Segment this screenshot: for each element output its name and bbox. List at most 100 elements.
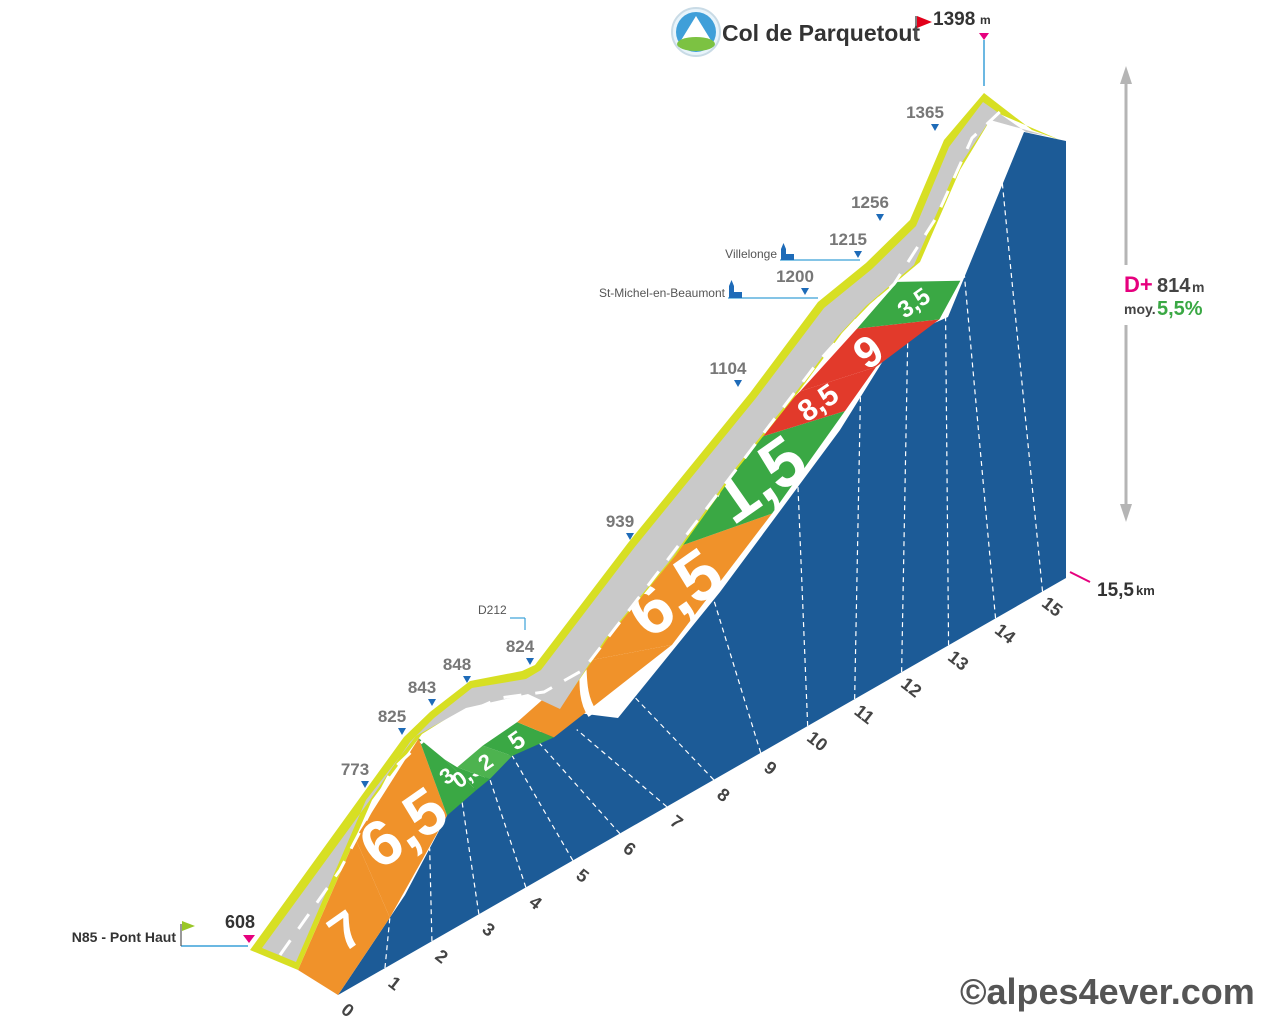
- road-center-line: [278, 106, 1006, 956]
- summit-flag-icon: [917, 16, 932, 28]
- km-tick-label: 3: [478, 919, 498, 941]
- road-surface: [262, 102, 1048, 962]
- place-label-d212: D212: [478, 603, 507, 617]
- km-gridline: [944, 313, 950, 646]
- gradient-band: [355, 738, 448, 918]
- elevation-pointer-icon: [526, 658, 534, 665]
- km-tick-label: 8: [713, 784, 733, 806]
- header: Col de Parquetout 1398 m: [671, 7, 991, 86]
- elevation-pointer-icon: [463, 676, 471, 683]
- elevation-label: 1215: [829, 230, 867, 249]
- km-tick-label: 1: [385, 972, 405, 994]
- km-gridline: [429, 848, 433, 942]
- gradient-band: [750, 366, 877, 441]
- summit-unit: m: [980, 13, 991, 27]
- place-st-michel: St-Michel-en-Beaumont: [599, 280, 818, 300]
- place-label-villelonge: Villelonge: [725, 247, 777, 261]
- dplus-unit: m: [1192, 279, 1204, 295]
- gradient-band: [482, 722, 554, 756]
- km-tick-label: 11: [851, 701, 878, 728]
- km-tick-label: 9: [760, 757, 780, 779]
- km-tick-label: 2: [432, 946, 452, 968]
- elevation-pointer-icon: [801, 288, 809, 295]
- elevation-pointer-icon: [398, 728, 406, 735]
- avg-label: moy.: [1124, 301, 1156, 317]
- total-distance: 15,5 km: [1069, 571, 1155, 601]
- km-tick-label: 13: [944, 646, 972, 674]
- gradient-band: [517, 644, 672, 738]
- pass-name: Col de Parquetout: [722, 20, 920, 46]
- elevation-label: 773: [341, 760, 369, 779]
- km-gridline: [489, 778, 527, 888]
- km-gridline: [712, 595, 762, 754]
- km-gridline: [797, 477, 809, 726]
- arrow-down-icon: [1120, 504, 1132, 522]
- km-gridline: [461, 800, 480, 915]
- km-gridline: [901, 335, 909, 673]
- elevation-label: 843: [408, 678, 436, 697]
- km-gridline: [511, 755, 574, 861]
- gradient-band: [666, 411, 846, 551]
- gradient-band: [444, 759, 490, 791]
- km-tick-label: 7: [666, 811, 686, 833]
- km-tick-label: 6: [619, 838, 639, 860]
- elevation-label: 1104: [710, 359, 747, 378]
- elevation-pointer-icon: [931, 124, 939, 131]
- place-villelonge: Villelonge: [725, 243, 860, 261]
- elevation-label: 1200: [776, 267, 814, 286]
- mountain-logo-icon: [671, 7, 721, 57]
- place-label-st-michel: St-Michel-en-Beaumont: [599, 286, 726, 300]
- km-gridlines: [384, 183, 1044, 969]
- gradient-band: [857, 280, 961, 329]
- elevation-pointer-icon: [428, 699, 436, 706]
- km-gridline: [538, 742, 621, 834]
- profile-wall: [338, 132, 1066, 995]
- elevation-pointer-icon: [854, 251, 862, 258]
- km-tick-label: 14: [991, 620, 1019, 648]
- elevation-pointer-icon: [361, 781, 369, 788]
- km-tick-label: 0: [338, 999, 358, 1021]
- credit-text: ©alpes4ever.com: [960, 971, 1255, 1012]
- summit-pointer-icon: [979, 33, 989, 40]
- summit-elevation: 1398: [933, 9, 975, 30]
- place-d212: D212: [478, 603, 526, 630]
- gradient-band: [418, 738, 477, 816]
- start-elevation: 608: [225, 912, 255, 932]
- gradient-band: [298, 838, 390, 995]
- elevation-label: 848: [443, 655, 471, 674]
- elevation-label: 939: [606, 512, 634, 531]
- gradient-band: [586, 513, 773, 661]
- avg-value: 5,5%: [1157, 298, 1203, 320]
- elevation-pointer-icon: [876, 214, 884, 221]
- gradient-band: [457, 745, 513, 780]
- km-tick-label: 4: [525, 892, 545, 914]
- total-distance-unit: km: [1136, 583, 1155, 598]
- km-tick-label: 5: [572, 865, 592, 887]
- km-tick-label: 10: [803, 727, 831, 755]
- elevation-label: 1256: [851, 193, 889, 212]
- start-label: N85 - Pont Haut: [72, 929, 177, 945]
- km-gridline: [576, 729, 668, 808]
- start-marker: N85 - Pont Haut 608: [72, 912, 255, 947]
- km-tick-label: 12: [897, 673, 925, 701]
- start-flag-icon: [182, 921, 195, 931]
- dplus-label: D+: [1124, 272, 1153, 297]
- elevation-pointer-icon: [734, 380, 742, 387]
- dplus-value: 814: [1157, 275, 1191, 297]
- church-icon: [729, 280, 742, 298]
- arrow-up-icon: [1120, 66, 1132, 84]
- elevation-pointer-icon: [626, 533, 634, 540]
- km-tick-label: 15: [1038, 593, 1066, 621]
- start-pointer-icon: [243, 935, 255, 943]
- km-gridline: [854, 388, 862, 700]
- stats-panel: D+ 814 m moy. 5,5%: [1120, 66, 1204, 522]
- gradient-band: [800, 319, 940, 392]
- elevation-label: 1365: [906, 103, 944, 122]
- church-icon: [781, 243, 794, 260]
- elevation-label: 824: [506, 637, 535, 656]
- km-gridline: [630, 693, 715, 781]
- total-distance-value: 15,5: [1097, 580, 1134, 601]
